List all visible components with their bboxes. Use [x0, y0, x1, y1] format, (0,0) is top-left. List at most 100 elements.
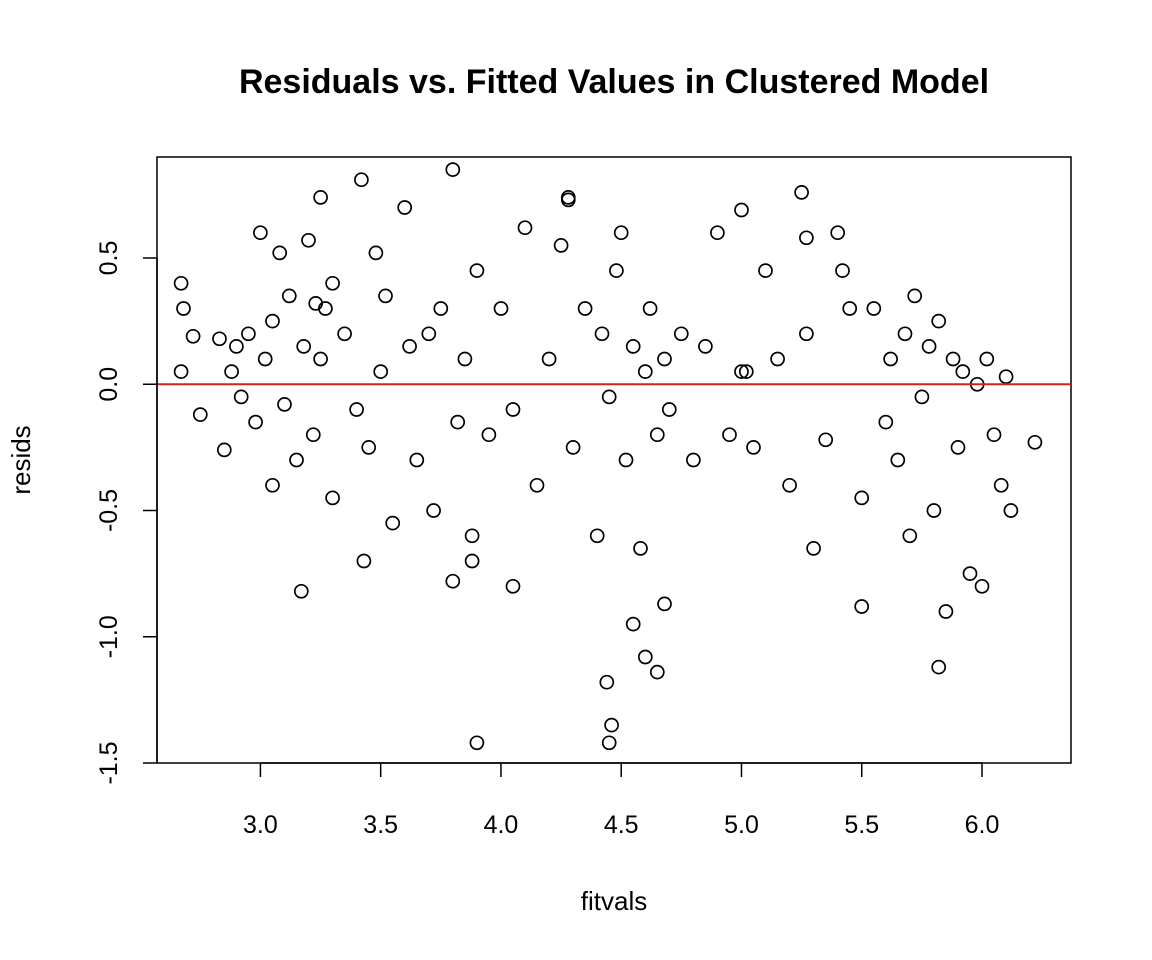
data-point: [589, 528, 605, 544]
y-tick-label: 0.5: [95, 241, 123, 276]
data-point: [277, 397, 292, 412]
data-points: [173, 162, 1043, 751]
x-tick-label: 5.0: [724, 811, 759, 839]
data-point: [402, 339, 417, 354]
data-point: [1003, 503, 1019, 518]
data-point: [1027, 434, 1043, 450]
data-point: [698, 339, 713, 354]
data-point: [253, 225, 268, 241]
data-point: [907, 288, 923, 304]
data-point: [560, 192, 576, 208]
data-point: [686, 452, 701, 468]
data-point: [926, 503, 942, 518]
data-point: [308, 296, 324, 311]
data-point: [618, 452, 634, 468]
y-tick-label: 0.0: [95, 367, 123, 402]
data-point: [241, 326, 256, 342]
x-axis: 3.0 3.5 4.0 4.5 5.0 5.5 6.0: [243, 762, 1000, 839]
data-point: [637, 649, 653, 665]
data-point: [173, 275, 189, 291]
data-point: [397, 200, 413, 215]
data-point: [986, 427, 1002, 443]
data-point: [998, 369, 1014, 385]
data-point: [272, 245, 288, 261]
data-point: [661, 402, 677, 417]
y-tick-label: -1.5: [95, 741, 123, 784]
data-point: [464, 528, 480, 544]
data-point: [921, 339, 937, 354]
data-point: [313, 190, 328, 205]
data-point: [281, 288, 297, 304]
data-point: [296, 339, 312, 354]
data-point: [642, 301, 658, 316]
data-point: [830, 225, 846, 241]
data-point: [673, 326, 689, 342]
x-tick-label: 6.0: [965, 811, 1000, 839]
data-point: [356, 553, 372, 569]
y-tick-label: -1.0: [95, 615, 123, 658]
data-point: [464, 553, 480, 569]
data-point: [609, 263, 624, 278]
data-point: [505, 402, 521, 417]
data-point: [481, 427, 497, 443]
data-point: [349, 402, 364, 417]
data-point: [649, 664, 665, 680]
x-tick-label: 4.5: [604, 811, 639, 839]
data-point: [445, 573, 461, 589]
data-point: [433, 301, 449, 316]
data-point: [505, 578, 521, 594]
data-point: [625, 339, 641, 354]
data-point: [878, 414, 894, 430]
data-point: [293, 583, 309, 599]
data-point: [469, 735, 485, 751]
y-axis-label: resids: [6, 425, 36, 494]
data-point: [979, 351, 995, 367]
data-point: [305, 427, 321, 443]
x-tick-label: 3.0: [243, 811, 278, 839]
data-point: [233, 389, 249, 405]
data-point: [173, 364, 189, 379]
data-point: [599, 674, 615, 690]
data-point: [758, 263, 773, 278]
data-point: [325, 490, 340, 506]
data-point: [931, 313, 947, 329]
data-point: [216, 442, 232, 458]
data-point: [257, 351, 273, 367]
data-point: [604, 717, 619, 733]
data-point: [265, 313, 280, 329]
data-point: [601, 735, 617, 751]
data-point: [517, 220, 533, 236]
data-point: [577, 301, 593, 316]
data-point: [649, 427, 665, 443]
data-point: [565, 440, 581, 455]
data-point: [192, 407, 208, 422]
data-point: [890, 452, 906, 468]
data-point: [993, 477, 1009, 493]
data-point: [409, 452, 425, 468]
data-point: [354, 172, 369, 188]
data-point: [722, 427, 737, 443]
data-point: [657, 351, 672, 367]
data-point: [361, 440, 377, 455]
data-point: [974, 578, 990, 594]
data-point: [945, 351, 961, 367]
x-tick-label: 5.5: [844, 811, 879, 839]
data-point: [337, 326, 352, 342]
data-point: [185, 328, 201, 344]
data-point: [469, 263, 485, 278]
data-point: [445, 162, 461, 177]
data-point: [835, 263, 850, 278]
data-point: [613, 225, 629, 241]
data-point: [378, 288, 393, 304]
data-point: [955, 364, 971, 379]
data-point: [734, 364, 749, 379]
data-point: [938, 604, 954, 619]
data-point: [902, 528, 918, 544]
data-point: [897, 326, 913, 342]
data-point: [301, 232, 316, 248]
data-point: [637, 364, 653, 379]
data-point: [883, 351, 898, 367]
data-point: [962, 566, 978, 581]
data-point: [601, 389, 617, 405]
